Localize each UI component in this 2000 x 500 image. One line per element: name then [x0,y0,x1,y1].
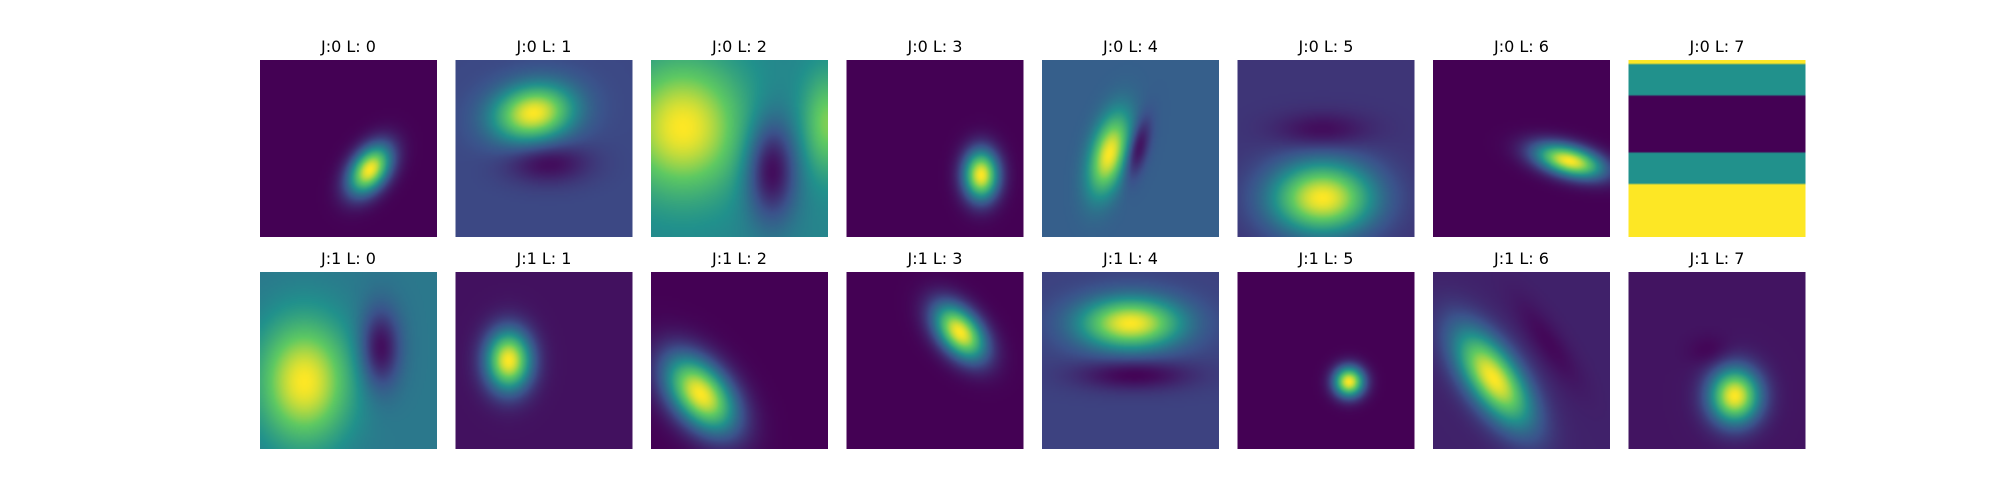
heatmap-panel: J:1 L: 4 [1042,249,1219,449]
heatmap-image [1433,60,1610,237]
panel-title: J:0 L: 2 [711,37,767,56]
heatmap-image [1628,60,1806,237]
heatmap-panel: J:1 L: 6 [1433,249,1610,449]
panel-title: J:0 L: 6 [1493,37,1549,56]
heatmap-image [455,60,633,237]
heatmap-image [260,272,437,449]
panel-title: J:0 L: 5 [1298,37,1354,56]
panel-title: J:0 L: 4 [1102,37,1158,56]
panel-title: J:1 L: 2 [711,249,767,268]
heatmap-image [846,272,1024,449]
panel-title: J:1 L: 4 [1102,249,1158,268]
heatmap-image [455,272,633,449]
heatmap-panel: J:0 L: 6 [1433,37,1610,237]
heatmap-image [1237,60,1415,237]
heatmap-panel: J:1 L: 3 [846,249,1024,449]
panel-title: J:1 L: 3 [907,249,963,268]
panel-title: J:1 L: 1 [516,249,572,268]
heatmap-image [846,60,1024,237]
heatmap-panel: J:0 L: 0 [260,37,437,237]
heatmap-image [1433,272,1610,449]
heatmap-panel: J:1 L: 7 [1628,249,1806,449]
panel-title: J:0 L: 1 [516,37,572,56]
heatmap-panel: J:1 L: 2 [651,249,828,449]
panels-layer: J:0 L: 0 J:0 L: 1 J:0 L: 2 J:0 L: 3 J:0 L: 4… [260,37,1806,449]
panel-title: J:1 L: 5 [1298,249,1354,268]
panel-title: J:1 L: 6 [1493,249,1549,268]
heatmap-image [651,60,828,237]
heatmap-panel: J:0 L: 3 [846,37,1024,237]
panel-title: J:0 L: 7 [1689,37,1745,56]
heatmap-panel: J:1 L: 1 [455,249,633,449]
heatmap-image [1237,272,1415,449]
heatmap-image [651,272,828,449]
heatmap-image [1042,60,1219,237]
panel-title: J:0 L: 3 [907,37,963,56]
panel-title: J:1 L: 0 [320,249,376,268]
heatmap-panel: J:1 L: 0 [260,249,437,449]
heatmap-panel: J:0 L: 1 [455,37,633,237]
heatmap-panel: J:0 L: 2 [651,37,828,237]
heatmap-panel: J:0 L: 7 [1628,37,1806,237]
heatmap-panel: J:1 L: 5 [1237,249,1415,449]
panel-title: J:1 L: 7 [1689,249,1745,268]
heatmap-image [260,60,437,237]
heatmap-panel: J:0 L: 4 [1042,37,1219,237]
panel-title: J:0 L: 0 [320,37,376,56]
heatmap-image [1042,272,1219,449]
heatmap-panel: J:0 L: 5 [1237,37,1415,237]
heatmap-image [1628,272,1806,449]
